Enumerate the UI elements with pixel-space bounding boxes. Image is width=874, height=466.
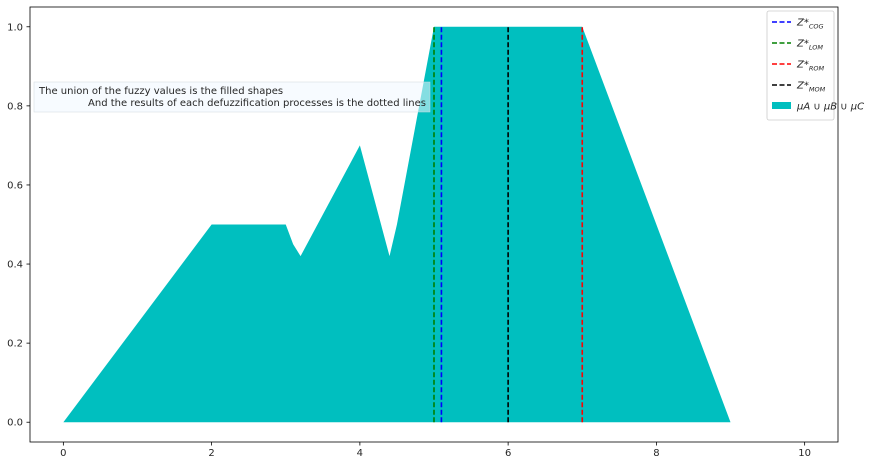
y-tick-label: 0.0	[7, 418, 23, 429]
annotation-background	[33, 81, 431, 113]
x-tick-label: 0	[60, 448, 66, 459]
legend-box	[766, 10, 835, 121]
x-tick-label: 10	[798, 448, 811, 459]
legend-label: Z*COG	[796, 18, 824, 31]
y-tick-label: 0.8	[7, 101, 23, 112]
x-tick-label: 2	[208, 448, 214, 459]
legend-label: μA ∪ μB ∪ μC	[796, 102, 864, 113]
annotation-box: The union of the fuzzy values is the fil…	[33, 81, 431, 113]
y-tick-label: 1.0	[7, 22, 23, 33]
x-axis: 0 2 4 6 8 10	[60, 442, 811, 459]
annotation-line-2: And the results of each defuzzification …	[88, 98, 426, 109]
plot-area	[29, 6, 839, 443]
annotation-line-1: The union of the fuzzy values is the fil…	[38, 86, 283, 97]
y-tick-label: 0.6	[7, 180, 23, 191]
x-tick-label: 8	[653, 448, 659, 459]
legend: Z*COG Z*LOM Z*ROM Z*MOM μA ∪ μB ∪ μC	[766, 10, 864, 121]
plot-frame	[29, 6, 839, 443]
y-tick-label: 0.2	[7, 339, 23, 350]
legend-label: Z*ROM	[796, 60, 824, 73]
x-tick-label: 6	[505, 448, 511, 459]
legend-label: Z*LOM	[796, 39, 823, 52]
x-tick-label: 4	[357, 448, 363, 459]
legend-swatch-patch	[772, 102, 791, 109]
y-tick-label: 0.4	[7, 260, 23, 271]
y-axis: 0.0 0.2 0.4 0.6 0.8 1.0	[7, 22, 30, 429]
union-area	[63, 26, 731, 423]
legend-label: Z*MOM	[796, 81, 826, 94]
